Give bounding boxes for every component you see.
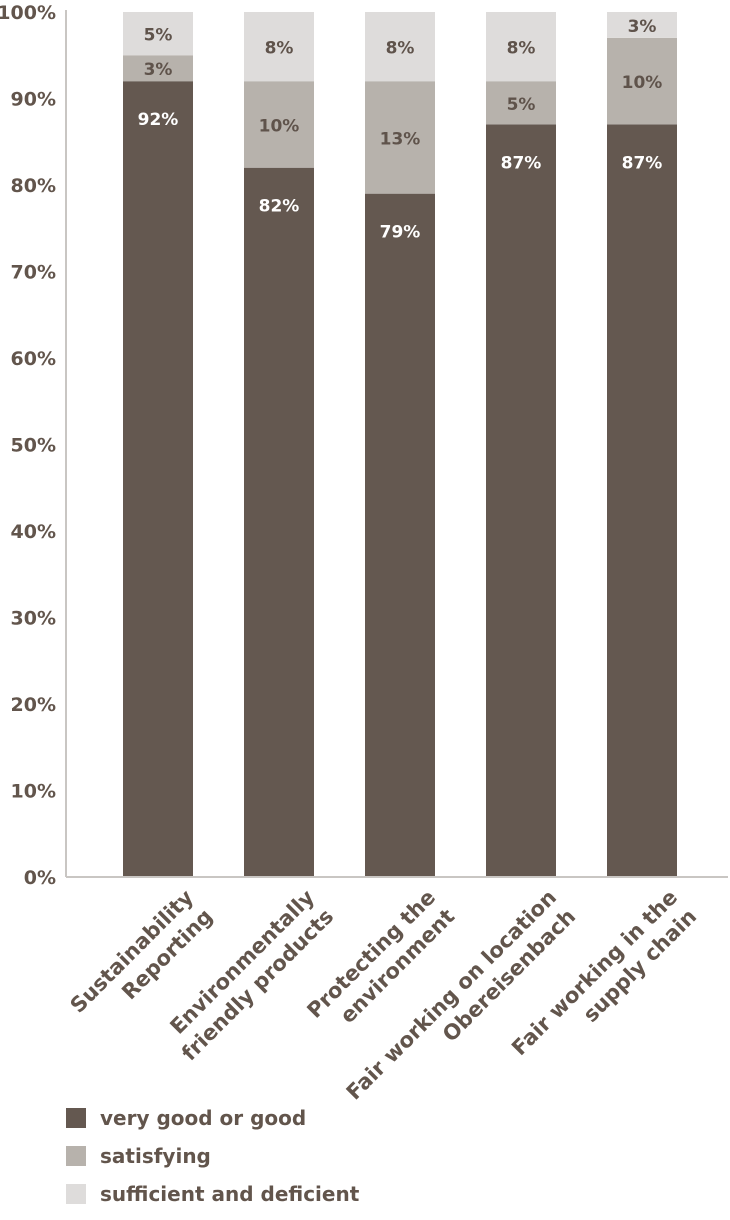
bar-segment	[607, 124, 677, 877]
y-tick-label: 70%	[11, 262, 56, 284]
y-tick-label: 50%	[11, 435, 56, 457]
y-tick-label: 0%	[24, 867, 56, 889]
bar-segment	[123, 55, 193, 82]
data-label: 92%	[138, 110, 179, 130]
data-label: 82%	[259, 197, 300, 217]
bar-segment	[365, 193, 435, 877]
legend-item: satisfying	[66, 1144, 359, 1168]
data-label: 87%	[501, 153, 542, 173]
legend-swatch	[66, 1184, 86, 1204]
data-label: 5%	[507, 95, 536, 115]
legend-label: sufficient and deficient	[100, 1182, 360, 1206]
bar-segment	[486, 124, 556, 877]
bar-segment	[365, 12, 435, 82]
data-label: 8%	[507, 39, 536, 59]
data-label: 5%	[144, 26, 173, 46]
y-tick-label: 20%	[11, 694, 56, 716]
data-label: 8%	[386, 39, 415, 59]
bar-segment	[244, 81, 314, 168]
bar-segment	[123, 81, 193, 877]
y-tick-label: 10%	[11, 781, 56, 803]
data-label: 10%	[622, 73, 663, 93]
stacked-bar-chart: 0% 10% 20% 30% 40% 50% 60% 70% 80% 90% 100% 92% 3% 5%…	[0, 2, 728, 1100]
y-tick-label: 90%	[11, 89, 56, 111]
legend-swatch	[66, 1146, 86, 1166]
bar-segment	[123, 12, 193, 56]
data-label: 3%	[628, 17, 657, 37]
legend-item: sufficient and deficient	[66, 1182, 359, 1206]
legend-item: very good or good	[66, 1106, 359, 1130]
data-label: 87%	[622, 153, 663, 173]
bar-segment	[244, 12, 314, 82]
bar-segment	[607, 37, 677, 125]
y-tick-label: 30%	[11, 608, 56, 630]
data-label: 10%	[259, 116, 300, 136]
data-label: 13%	[380, 129, 421, 149]
legend-label: satisfying	[100, 1144, 211, 1168]
chart-legend: very good or good satisfying sufficient an…	[66, 1106, 359, 1220]
legend-swatch	[66, 1108, 86, 1128]
bar-segment	[486, 12, 556, 82]
y-tick-label: 60%	[11, 348, 56, 370]
bar-segment	[365, 81, 435, 194]
y-tick-label: 100%	[0, 2, 56, 24]
bar-segment	[486, 81, 556, 125]
bar-segment	[607, 12, 677, 38]
y-tick-label: 40%	[11, 521, 56, 543]
data-label: 8%	[265, 39, 294, 59]
y-tick-label: 80%	[11, 175, 56, 197]
bar-segment	[244, 167, 314, 877]
legend-label: very good or good	[100, 1106, 307, 1130]
data-label: 3%	[144, 60, 173, 80]
data-label: 79%	[380, 223, 421, 243]
